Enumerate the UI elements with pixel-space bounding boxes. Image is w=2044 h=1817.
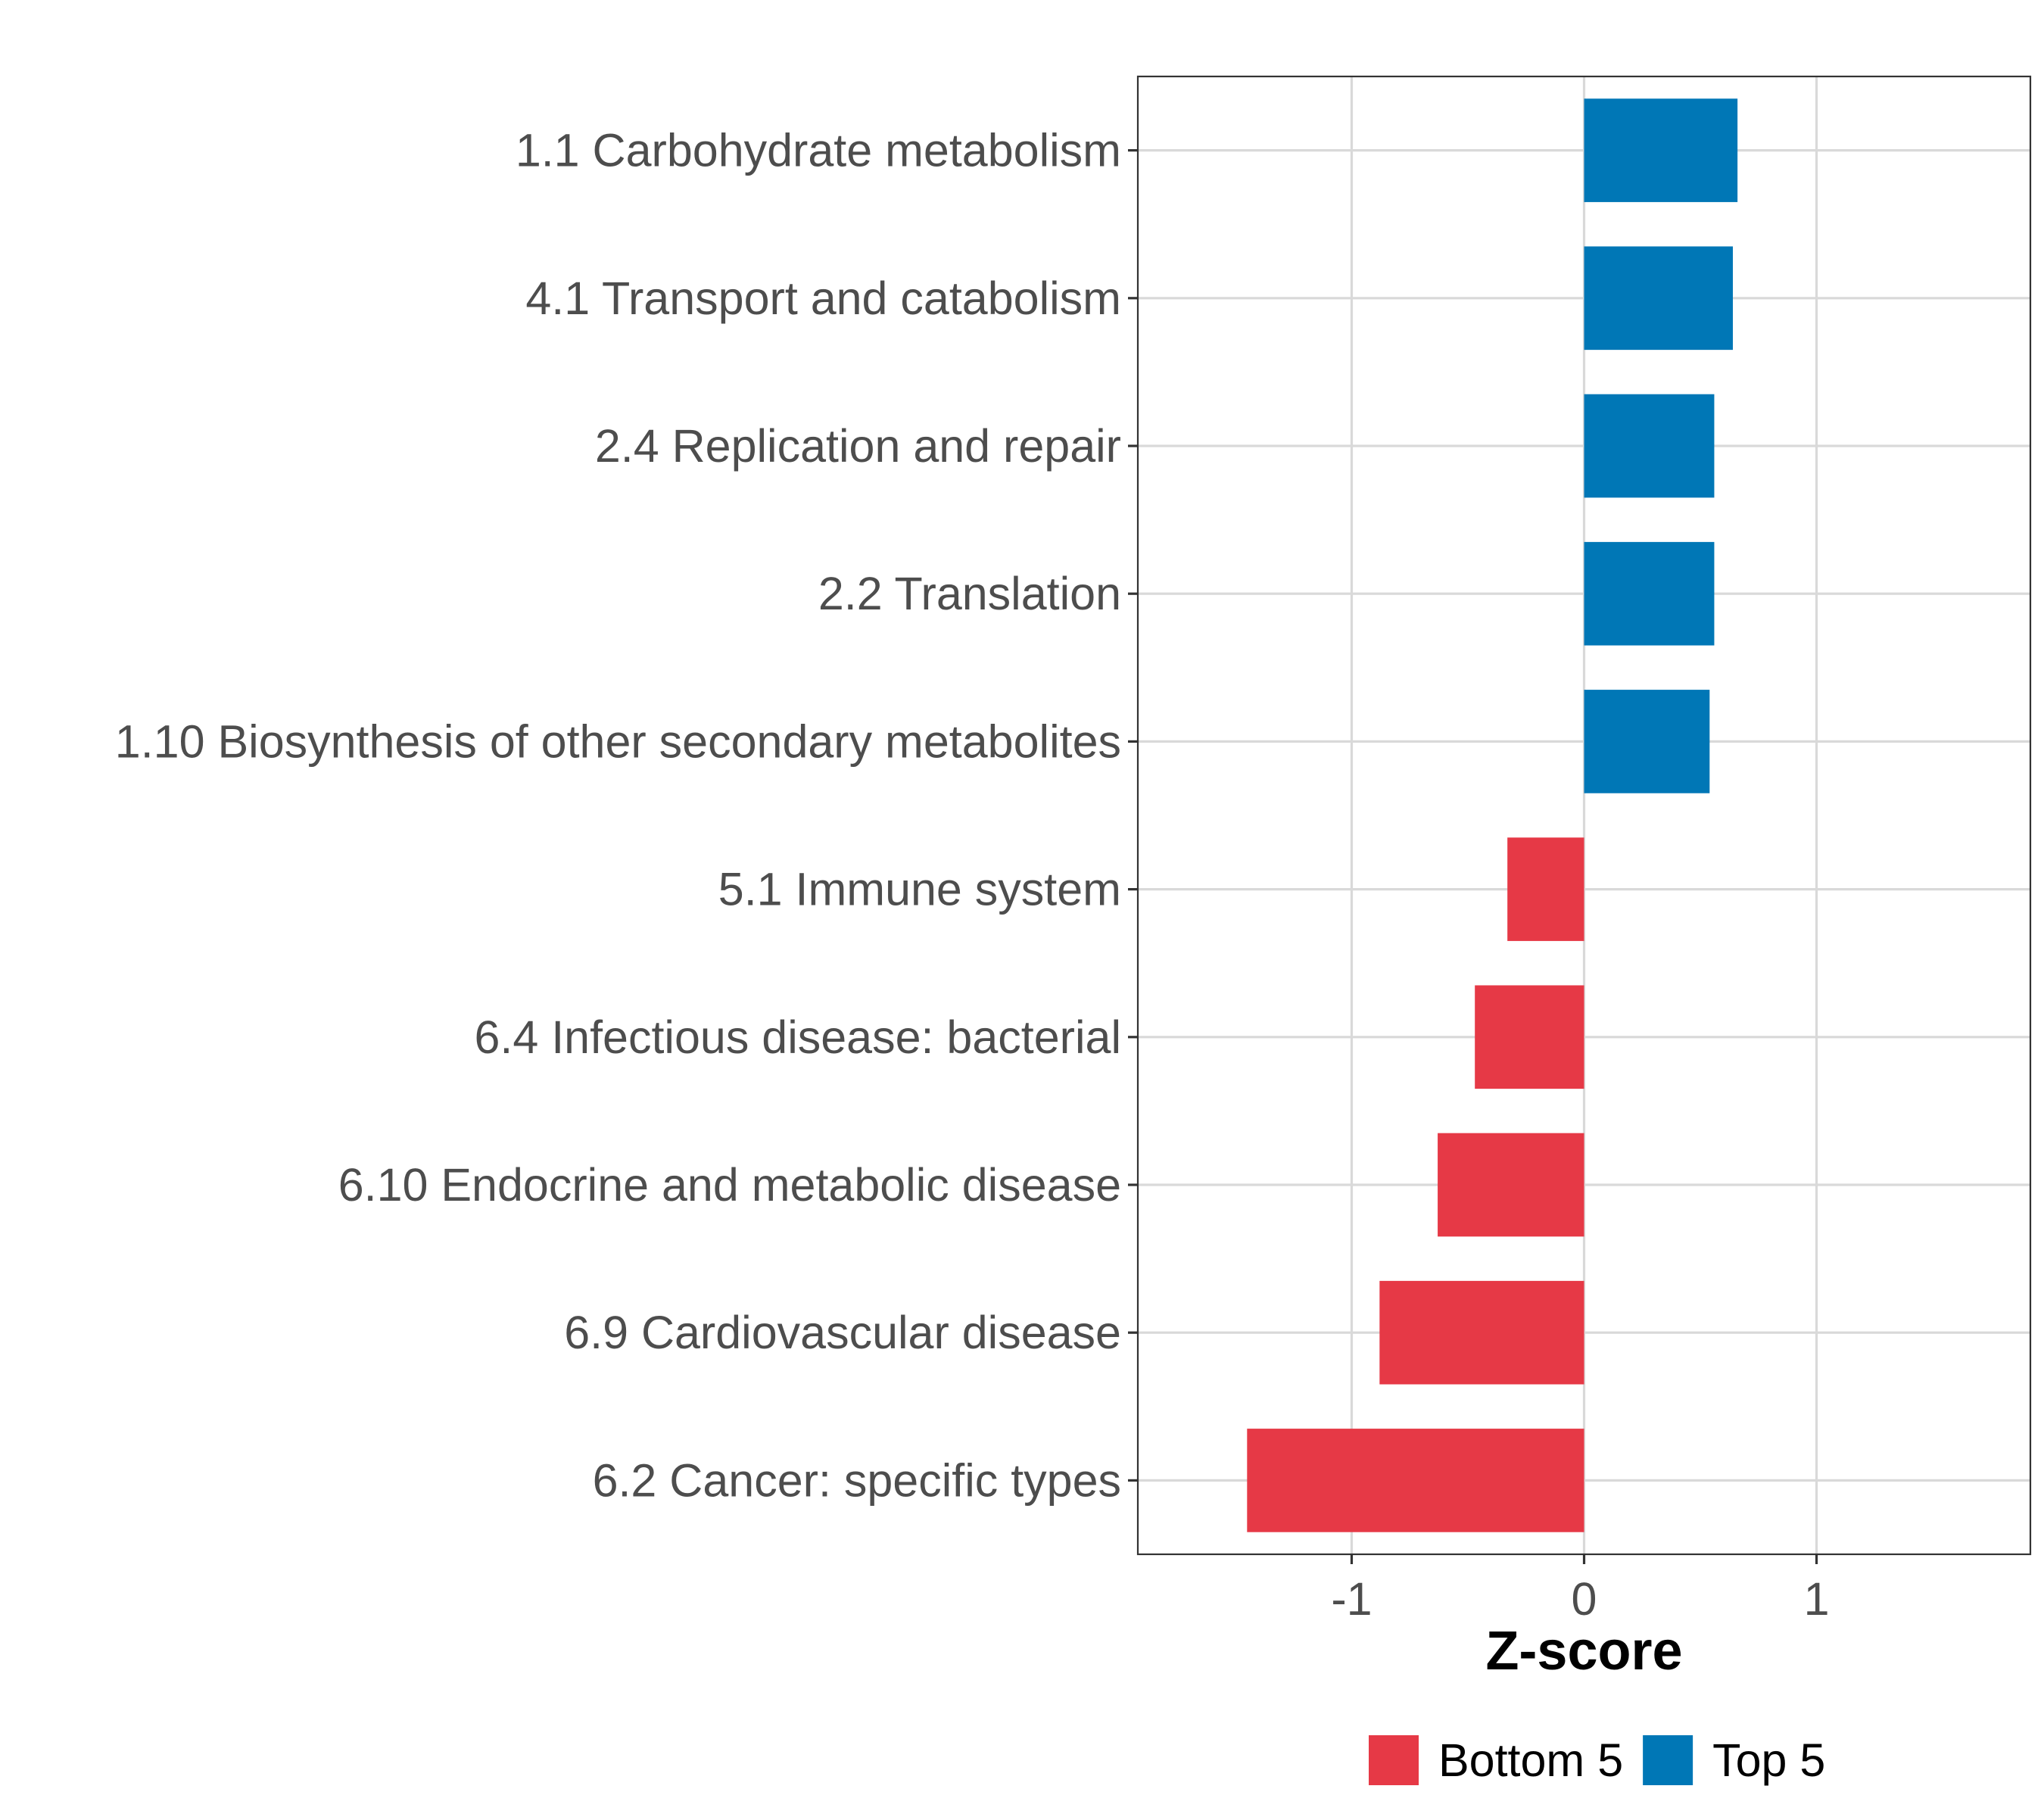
- bar-6-9-cardiovascular-disease: [1379, 1280, 1584, 1385]
- bar-6-2-cancer-specific-types: [1247, 1429, 1584, 1532]
- bar-1-10-biosynthesis-of-other-secondary-metabolites: [1584, 690, 1710, 793]
- bar-4-1-transport-and-catabolism: [1584, 246, 1733, 351]
- y-label-6-10-endocrine-and-metabolic-disease: 6.10 Endocrine and metabolic disease: [338, 1159, 1121, 1211]
- x-tick-label-1: 1: [1804, 1573, 1830, 1625]
- bar-5-1-immune-system: [1507, 837, 1584, 941]
- y-label-6-9-cardiovascular-disease: 6.9 Cardiovascular disease: [564, 1307, 1121, 1358]
- y-label-4-1-transport-and-catabolism: 4.1 Transport and catabolism: [525, 273, 1121, 324]
- y-axis-ticks: [1128, 149, 1138, 1482]
- bar-2-4-replication-and-repair: [1584, 394, 1715, 498]
- x-tick-label-neg1: -1: [1331, 1573, 1372, 1625]
- y-label-1-10-biosynthesis-of-other-secondary-metabolites: 1.10 Biosynthesis of other secondary met…: [115, 715, 1121, 767]
- x-axis-ticks: [1350, 1554, 1818, 1564]
- legend-key-top-5: [1643, 1735, 1693, 1785]
- bar-6-4-infectious-disease-bacterial: [1475, 985, 1584, 1089]
- y-label-1-1-carbohydrate-metabolism: 1.1 Carbohydrate metabolism: [516, 125, 1121, 176]
- y-label-6-4-infectious-disease-bacterial: 6.4 Infectious disease: bacterial: [474, 1011, 1121, 1063]
- y-label-2-2-translation: 2.2 Translation: [818, 568, 1121, 619]
- y-label-6-2-cancer-specific-types: 6.2 Cancer: specific types: [593, 1454, 1121, 1506]
- x-axis-title: Z-score: [1485, 1621, 1682, 1681]
- legend-key-bottom-5: [1369, 1735, 1419, 1785]
- y-label-2-4-replication-and-repair: 2.4 Replication and repair: [595, 420, 1121, 472]
- legend-label-top-5: Top 5: [1712, 1734, 1825, 1786]
- x-axis-tick-labels: -1 0 1: [1331, 1573, 1829, 1625]
- x-tick-label-0: 0: [1572, 1573, 1597, 1625]
- y-axis-category-labels: 1.1 Carbohydrate metabolism 4.1 Transport…: [115, 125, 1121, 1507]
- bar-6-10-endocrine-and-metabolic-disease: [1438, 1133, 1584, 1237]
- y-label-5-1-immune-system: 5.1 Immune system: [718, 864, 1121, 915]
- legend-label-bottom-5: Bottom 5: [1438, 1734, 1623, 1786]
- bar-1-1-carbohydrate-metabolism: [1584, 98, 1738, 202]
- bars: [1247, 98, 1738, 1532]
- legend: Bottom 5 Top 5: [1369, 1734, 1825, 1786]
- bar-2-2-translation: [1584, 541, 1715, 646]
